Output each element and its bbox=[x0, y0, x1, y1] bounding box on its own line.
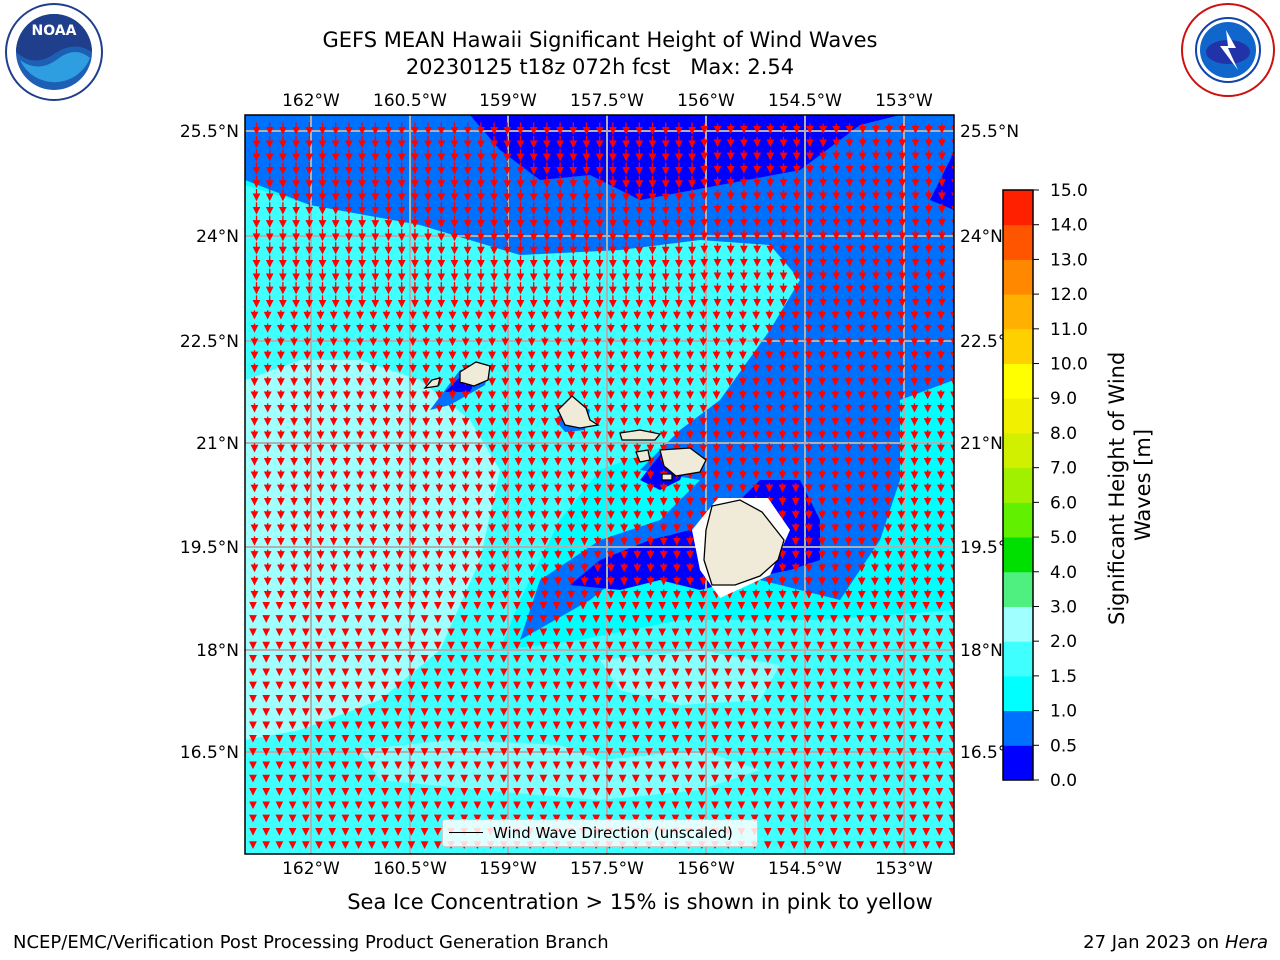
legend-label: Wind Wave Direction (unscaled) bbox=[493, 824, 733, 842]
wind-wave-arrows bbox=[249, 122, 954, 850]
footer-org: NCEP/EMC/Verification Post Processing Pr… bbox=[13, 932, 609, 953]
colorbar-tick-label: 12.0 bbox=[1050, 285, 1088, 305]
island-kahoolawe bbox=[661, 473, 673, 481]
lon-tick-label-bottom: 154.5°W bbox=[768, 859, 842, 879]
colorbar-segment bbox=[1003, 398, 1033, 434]
nws-logo-icon bbox=[1181, 3, 1275, 97]
lat-labels-left: 25.5°N 24°N 22.5°N 21°N 19.5°N 18°N 16.5°N bbox=[180, 122, 239, 763]
lon-tick-label-top: 160.5°W bbox=[373, 91, 447, 111]
footer-host: Hera bbox=[1224, 932, 1268, 953]
lon-tick-label-bottom: 160.5°W bbox=[373, 859, 447, 879]
colorbar-tick-label: 15.0 bbox=[1050, 181, 1088, 201]
island-oahu bbox=[557, 395, 600, 429]
colorbar-frame bbox=[1002, 189, 1034, 781]
lon-tick-label-top: 157.5°W bbox=[570, 91, 644, 111]
island-molokai bbox=[619, 429, 662, 441]
footer-date-text: 27 Jan 2023 on bbox=[1083, 932, 1225, 953]
island-lanai bbox=[635, 449, 651, 463]
colorbar-segment bbox=[1003, 710, 1033, 746]
colorbar-segment bbox=[1003, 641, 1033, 677]
colorbar-segment bbox=[1003, 328, 1033, 365]
map-area bbox=[245, 115, 954, 854]
lat-tick-label-left: 25.5°N bbox=[180, 122, 239, 142]
colorbar-tick-label: 4.0 bbox=[1050, 563, 1077, 583]
legend-line-icon bbox=[449, 832, 483, 833]
wave-zone-2p0-south bbox=[600, 650, 780, 705]
colorbar-ticks: 0.0 0.5 1.0 1.5 2.0 3.0 4.0 5.0 6.0 7.0 8.0 9.0 10.0… bbox=[1033, 181, 1088, 791]
lon-tick-label-top: 162°W bbox=[282, 91, 340, 111]
wave-zone-0p0-north bbox=[470, 115, 900, 200]
colorbar-tick-label: 9.0 bbox=[1050, 389, 1077, 409]
lat-tick-label-right: 18°N bbox=[960, 641, 1003, 661]
colorbar-segment bbox=[1003, 432, 1033, 469]
lat-tick-label-right: 21°N bbox=[960, 434, 1003, 454]
lat-tick-label-left: 21°N bbox=[196, 434, 239, 454]
lon-tick-label-bottom: 162°W bbox=[282, 859, 340, 879]
colorbar-segment bbox=[1003, 571, 1033, 607]
colorbar-tick-label: 14.0 bbox=[1050, 216, 1088, 236]
chart-title: GEFS MEAN Hawaii Significant Height of W… bbox=[322, 28, 878, 52]
lon-tick-label-top: 159°W bbox=[479, 91, 537, 111]
lon-tick-label-bottom: 157.5°W bbox=[570, 859, 644, 879]
colorbar-tick-label: 0.5 bbox=[1050, 736, 1077, 756]
sea-ice-note: Sea Ice Concentration > 15% is shown in … bbox=[347, 890, 933, 914]
colorbar-tick-label: 1.5 bbox=[1050, 667, 1077, 687]
noaa-logo-icon: NOAA bbox=[5, 3, 103, 101]
colorbar-tick-label: 6.0 bbox=[1050, 493, 1077, 513]
lat-tick-label-left: 16.5°N bbox=[180, 743, 239, 763]
lat-tick-label-left: 22.5°N bbox=[180, 332, 239, 352]
lon-labels-bottom: 162°W 160.5°W 159°W 157.5°W 156°W 154.5°W 153°… bbox=[282, 859, 933, 879]
lon-tick-label-bottom: 159°W bbox=[479, 859, 537, 879]
colorbar-segment bbox=[1003, 363, 1033, 399]
lon-tick-label-top: 154.5°W bbox=[768, 91, 842, 111]
lon-tick-label-top: 156°W bbox=[677, 91, 735, 111]
colorbar-segment bbox=[1003, 467, 1033, 503]
map-frame bbox=[244, 114, 955, 855]
colorbar-tick-label: 5.0 bbox=[1050, 528, 1077, 548]
colorbar-segment bbox=[1003, 675, 1033, 712]
colorbar bbox=[1002, 189, 1034, 781]
colorbar-segment bbox=[1003, 190, 1033, 226]
island-maui bbox=[659, 447, 707, 477]
island-kauai bbox=[459, 361, 491, 387]
colorbar-segment bbox=[1003, 224, 1033, 260]
colorbar-segment bbox=[1003, 606, 1033, 642]
lat-tick-label-left: 19.5°N bbox=[180, 538, 239, 558]
colorbar-segment bbox=[1003, 745, 1033, 781]
colorbar-tick-label: 0.0 bbox=[1050, 771, 1077, 791]
colorbar-tick-label: 7.0 bbox=[1050, 459, 1077, 479]
colorbar-tick-label: 3.0 bbox=[1050, 597, 1077, 617]
colorbar-label-line1: Significant Height of Wind bbox=[1105, 352, 1129, 625]
colorbar-tick-label: 13.0 bbox=[1050, 250, 1088, 270]
lon-tick-label-bottom: 153°W bbox=[875, 859, 933, 879]
lon-tick-label-top: 153°W bbox=[875, 91, 933, 111]
lon-tick-label-bottom: 156°W bbox=[677, 859, 735, 879]
colorbar-segment bbox=[1003, 259, 1033, 295]
map-legend: Wind Wave Direction (unscaled) bbox=[442, 819, 758, 847]
colorbar-label: Significant Height of Wind Waves [m] bbox=[1105, 345, 1155, 625]
colorbar-tick-label: 11.0 bbox=[1050, 320, 1088, 340]
colorbar-label-line2: Waves [m] bbox=[1131, 429, 1155, 541]
lat-tick-label-right: 25.5°N bbox=[960, 122, 1019, 142]
colorbar-tick-label: 1.0 bbox=[1050, 702, 1077, 722]
island-niihau bbox=[423, 377, 441, 389]
colorbar-segment bbox=[1003, 502, 1033, 538]
footer-date: 27 Jan 2023 on Hera bbox=[1083, 932, 1268, 953]
hawaiian-islands bbox=[423, 361, 790, 598]
lat-tick-label-left: 18°N bbox=[196, 641, 239, 661]
chart-subtitle: 20230125 t18z 072h fcst Max: 2.54 bbox=[405, 55, 795, 79]
colorbar-tick-label: 2.0 bbox=[1050, 632, 1077, 652]
lat-tick-label-right: 24°N bbox=[960, 227, 1003, 247]
noaa-logo-text: NOAA bbox=[32, 23, 77, 39]
colorbar-segment bbox=[1003, 537, 1033, 573]
island-hawaii-land bbox=[703, 499, 785, 586]
colorbar-tick-label: 8.0 bbox=[1050, 424, 1077, 444]
lon-labels-top: 162°W 160.5°W 159°W 157.5°W 156°W 154.5°W 153°… bbox=[282, 91, 933, 111]
colorbar-tick-label: 10.0 bbox=[1050, 355, 1088, 375]
lat-tick-label-left: 24°N bbox=[196, 227, 239, 247]
colorbar-segment bbox=[1003, 294, 1033, 330]
